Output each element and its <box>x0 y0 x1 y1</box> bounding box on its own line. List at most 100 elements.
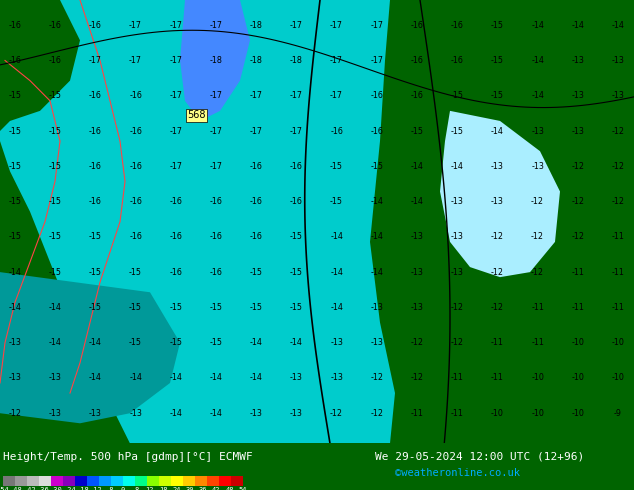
Text: -12: -12 <box>370 373 384 382</box>
Text: -16: -16 <box>49 56 61 65</box>
Polygon shape <box>370 0 634 443</box>
Text: -16: -16 <box>9 21 22 30</box>
Text: -14: -14 <box>531 56 544 65</box>
Text: -14: -14 <box>531 21 544 30</box>
Text: -13: -13 <box>129 409 142 417</box>
Text: -13: -13 <box>531 162 544 171</box>
Polygon shape <box>0 141 130 443</box>
Text: -13: -13 <box>330 373 343 382</box>
Text: -54: -54 <box>0 487 10 490</box>
Text: -16: -16 <box>210 232 223 242</box>
Text: -14: -14 <box>89 373 102 382</box>
Text: -17: -17 <box>250 91 262 100</box>
Text: -16: -16 <box>210 268 223 277</box>
Text: -13: -13 <box>571 56 585 65</box>
Text: -15: -15 <box>290 268 303 277</box>
Text: -16: -16 <box>129 91 142 100</box>
Text: -11: -11 <box>491 338 504 347</box>
Text: -17: -17 <box>89 56 102 65</box>
Text: -15: -15 <box>250 303 262 312</box>
Text: -13: -13 <box>290 409 303 417</box>
Text: -16: -16 <box>9 56 22 65</box>
Text: -17: -17 <box>169 126 183 136</box>
Text: -16: -16 <box>290 197 303 206</box>
Bar <box>87 476 99 486</box>
Text: -17: -17 <box>169 21 183 30</box>
Text: -12: -12 <box>571 232 585 242</box>
Polygon shape <box>0 383 70 443</box>
Text: -11: -11 <box>571 303 585 312</box>
Text: -12: -12 <box>531 268 544 277</box>
Text: -13: -13 <box>571 91 585 100</box>
Text: -10: -10 <box>612 373 624 382</box>
Text: -18: -18 <box>290 56 303 65</box>
Text: -16: -16 <box>250 162 262 171</box>
Text: -17: -17 <box>209 91 223 100</box>
Text: -14: -14 <box>169 409 182 417</box>
Text: -15: -15 <box>330 197 343 206</box>
Text: -10: -10 <box>571 409 585 417</box>
Text: -15: -15 <box>129 338 142 347</box>
Text: -10: -10 <box>491 409 504 417</box>
Text: -16: -16 <box>451 21 463 30</box>
Text: -13: -13 <box>612 91 624 100</box>
Text: -14: -14 <box>370 232 383 242</box>
Text: -16: -16 <box>89 91 102 100</box>
Bar <box>147 476 159 486</box>
Text: -16: -16 <box>210 197 223 206</box>
Text: -16: -16 <box>250 232 262 242</box>
Text: -14: -14 <box>9 268 22 277</box>
Text: -13: -13 <box>49 409 61 417</box>
Text: -10: -10 <box>612 338 624 347</box>
Text: ©weatheronline.co.uk: ©weatheronline.co.uk <box>395 468 520 478</box>
Text: -15: -15 <box>49 91 61 100</box>
Text: -12: -12 <box>531 232 544 242</box>
Polygon shape <box>0 272 180 423</box>
Text: -24: -24 <box>63 487 76 490</box>
Text: -15: -15 <box>49 126 61 136</box>
Text: -16: -16 <box>411 56 424 65</box>
Text: -16: -16 <box>370 91 383 100</box>
Bar <box>15 476 27 486</box>
Text: -15: -15 <box>8 232 22 242</box>
Text: -17: -17 <box>370 56 384 65</box>
Bar <box>171 476 183 486</box>
Text: 54: 54 <box>239 487 247 490</box>
Text: -13: -13 <box>250 409 262 417</box>
Text: -13: -13 <box>89 409 102 417</box>
Text: -13: -13 <box>531 126 544 136</box>
Text: -12: -12 <box>491 232 504 242</box>
Text: -9: -9 <box>614 409 622 417</box>
Text: -10: -10 <box>571 338 585 347</box>
Text: -15: -15 <box>290 232 303 242</box>
Text: -16: -16 <box>89 162 102 171</box>
Text: -14: -14 <box>451 162 463 171</box>
Text: -16: -16 <box>129 162 142 171</box>
Text: 12: 12 <box>145 487 154 490</box>
Text: -13: -13 <box>330 338 343 347</box>
Text: -17: -17 <box>169 56 183 65</box>
Text: -11: -11 <box>451 373 463 382</box>
Bar <box>27 476 39 486</box>
Text: -12: -12 <box>491 303 504 312</box>
Text: -15: -15 <box>451 126 463 136</box>
Text: -12: -12 <box>612 162 624 171</box>
Text: -17: -17 <box>290 21 303 30</box>
Text: -13: -13 <box>491 197 504 206</box>
Text: -17: -17 <box>209 21 223 30</box>
Text: 0: 0 <box>121 487 125 490</box>
Text: -15: -15 <box>209 338 223 347</box>
Bar <box>111 476 123 486</box>
Text: -13: -13 <box>290 373 303 382</box>
Bar <box>39 476 51 486</box>
Text: -16: -16 <box>330 126 343 136</box>
Text: -14: -14 <box>210 373 223 382</box>
Polygon shape <box>0 0 634 443</box>
Text: -13: -13 <box>370 338 383 347</box>
Text: -13: -13 <box>491 162 504 171</box>
Text: -16: -16 <box>89 126 102 136</box>
Text: -15: -15 <box>89 303 102 312</box>
Text: -14: -14 <box>250 373 262 382</box>
Text: -15: -15 <box>250 268 262 277</box>
Text: -18: -18 <box>250 21 262 30</box>
